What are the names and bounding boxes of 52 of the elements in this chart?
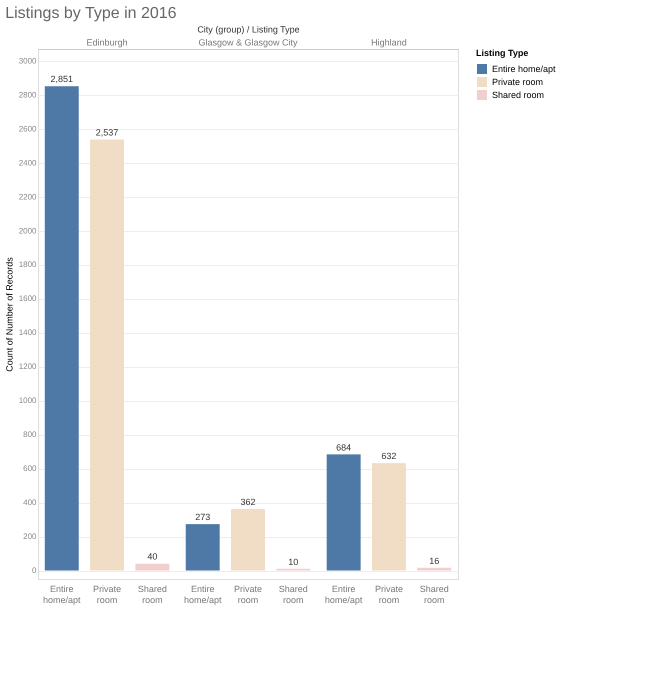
data-label: 632: [381, 451, 396, 462]
bar: [135, 564, 170, 571]
y-tick-label: 1200: [18, 362, 38, 372]
y-tick-label: 2800: [18, 90, 38, 100]
y-tick-label: 3000: [18, 56, 38, 66]
bar: [417, 568, 452, 571]
bar: [326, 454, 361, 571]
y-tick-label: 600: [23, 464, 38, 474]
bar: [186, 524, 220, 571]
x-tick-label: Glasgow & Glasgow City: [198, 38, 298, 48]
data-label: 16: [429, 556, 440, 566]
legend-title: Listing Type: [476, 48, 528, 58]
text: Shared room: [278, 584, 308, 605]
x-axis-title: City (group) / Listing Type: [197, 24, 300, 34]
chart-title: Listings by Type in 2016: [5, 5, 177, 22]
y-tick-label: 800: [23, 430, 38, 440]
data-label: 2,851: [50, 74, 74, 84]
text: Entire home/apt: [324, 584, 362, 605]
data-label: 2,537: [96, 128, 118, 138]
y-tick-label: 400: [23, 498, 38, 508]
bar: [231, 509, 265, 571]
data-label: 362: [240, 497, 256, 508]
text: Entire home/apt: [184, 584, 222, 605]
y-tick-label: 2200: [18, 192, 38, 202]
y-tick-label: 1400: [18, 328, 38, 338]
y-tick-label: 2000: [18, 226, 38, 236]
y-axis-title: Count of Number of Records: [4, 256, 15, 372]
y-tick-label: 1800: [18, 260, 38, 270]
text: Shared room: [420, 584, 449, 605]
text: Entire home/apt: [43, 584, 81, 605]
y-tick-label: 200: [23, 532, 38, 542]
bar: [90, 140, 124, 571]
legend-label: Private room: [492, 77, 544, 87]
data-label: 40: [147, 552, 158, 562]
y-tick-label: 1600: [18, 294, 38, 304]
y-tick-label: 0: [32, 566, 38, 576]
x-tick-label: Highland: [371, 38, 407, 48]
y-tick-label: 2400: [18, 158, 38, 168]
y-tick-label: 1000: [18, 396, 38, 406]
x-tick-label: Edinburgh: [86, 38, 128, 48]
legend-label: Entire home/apt: [492, 64, 556, 74]
text: Shared room: [138, 584, 167, 605]
text: Private room: [234, 584, 262, 605]
text: Private room: [93, 584, 122, 605]
data-label: 273: [195, 512, 210, 522]
data-label: 684: [336, 442, 352, 452]
legend-label: Shared room: [492, 90, 544, 100]
text: Private room: [374, 584, 403, 605]
bar: [44, 86, 79, 571]
y-tick-label: 2600: [18, 124, 38, 134]
data-label: 10: [288, 556, 298, 567]
bar: [372, 463, 406, 571]
